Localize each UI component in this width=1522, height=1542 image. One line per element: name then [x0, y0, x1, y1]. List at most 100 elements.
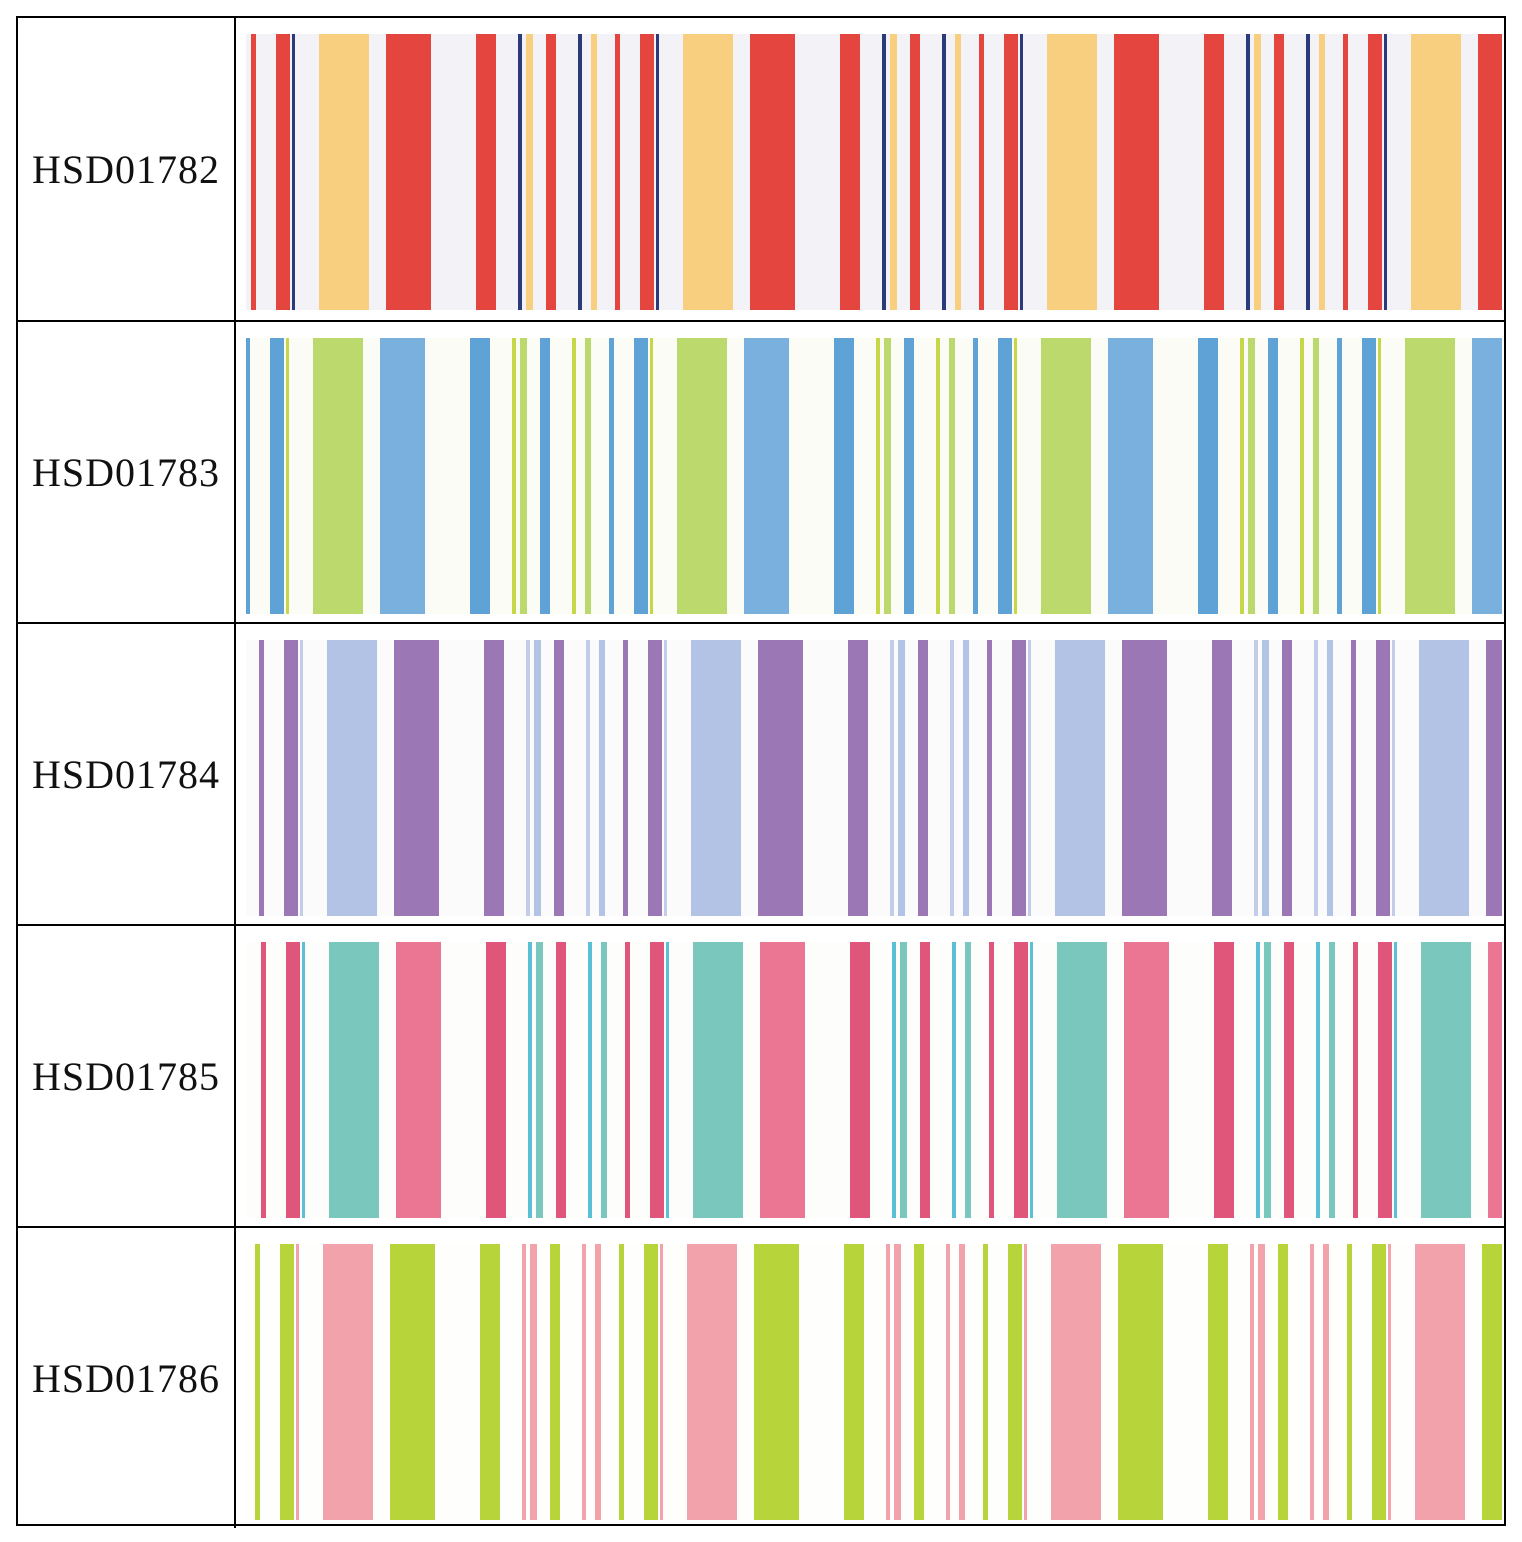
stripe: [313, 338, 363, 614]
stripe: [588, 942, 592, 1218]
stripe: [540, 338, 550, 614]
stripe: [983, 1244, 988, 1520]
stripe: [1411, 34, 1461, 310]
stripe: [1030, 942, 1033, 1218]
stripe: [302, 942, 305, 1218]
stripe: [691, 640, 741, 916]
stripe: [1047, 34, 1097, 310]
stripe: [1240, 338, 1244, 614]
stripe-swatch: [246, 34, 1502, 310]
stripe: [585, 338, 591, 614]
stripe: [1314, 640, 1318, 916]
stripe: [634, 338, 648, 614]
swatch-background: [246, 640, 1502, 916]
stripe-swatch: [246, 640, 1502, 916]
stripe: [882, 34, 886, 310]
stripe: [1310, 1244, 1314, 1520]
stripe: [554, 640, 564, 916]
stripe: [979, 34, 984, 310]
stripe: [319, 34, 369, 310]
stripe: [920, 942, 930, 1218]
swatch-background: [246, 338, 1502, 614]
product-code: HSD01785: [18, 926, 236, 1226]
stripe: [1262, 640, 1269, 916]
stripe: [1482, 1244, 1502, 1520]
stripe: [1419, 640, 1469, 916]
table-row: HSD01785: [18, 924, 1504, 1226]
stripe: [998, 338, 1012, 614]
stripe: [286, 942, 300, 1218]
stripe: [1014, 942, 1028, 1218]
stripe: [1323, 1244, 1329, 1520]
stripe: [918, 640, 928, 916]
stripe: [601, 942, 607, 1218]
stripe: [650, 338, 653, 614]
stripe: [284, 640, 298, 916]
stripe: [898, 640, 905, 916]
stripe: [625, 942, 630, 1218]
stripe: [693, 942, 743, 1218]
stripe: [946, 1244, 950, 1520]
stripe: [1384, 34, 1387, 310]
stripe: [1254, 640, 1258, 916]
stripe: [1114, 34, 1159, 310]
stripe: [1254, 34, 1261, 310]
stripe: [1378, 942, 1392, 1218]
stripe: [1108, 338, 1153, 614]
stripe: [666, 942, 669, 1218]
stripe: [1300, 338, 1304, 614]
stripe: [1051, 1244, 1101, 1520]
stripe: [556, 942, 566, 1218]
stripe: [286, 338, 289, 614]
stripe: [949, 338, 955, 614]
stripe: [1347, 1244, 1352, 1520]
stripe: [1012, 640, 1026, 916]
stripe: [1268, 338, 1278, 614]
stripe: [1405, 338, 1455, 614]
stripe: [754, 1244, 799, 1520]
stripe: [876, 338, 880, 614]
stripe: [850, 942, 870, 1218]
stripe: [1388, 1244, 1391, 1520]
stripe: [528, 942, 532, 1218]
stripe: [1327, 640, 1333, 916]
stripe: [1372, 1244, 1386, 1520]
stripe: [534, 640, 541, 916]
table-row: HSD01784: [18, 622, 1504, 924]
stripe: [1274, 34, 1284, 310]
stripe: [329, 942, 379, 1218]
product-code: HSD01783: [18, 322, 236, 622]
stripe: [1284, 942, 1294, 1218]
stripe: [844, 1244, 864, 1520]
stripe: [1124, 942, 1169, 1218]
stripe: [526, 34, 533, 310]
stripe: [914, 1244, 924, 1520]
stripe: [1282, 640, 1292, 916]
stripe: [1258, 1244, 1265, 1520]
stripe: [750, 34, 795, 310]
stripe: [664, 640, 667, 916]
stripe: [1278, 1244, 1288, 1520]
stripe: [1256, 942, 1260, 1218]
stripe: [955, 34, 961, 310]
stripe: [619, 1244, 624, 1520]
stripe: [292, 34, 295, 310]
stripe: [744, 338, 789, 614]
stripe: [251, 34, 256, 310]
stripe: [1478, 34, 1502, 310]
stripe: [1020, 34, 1023, 310]
stripe: [518, 34, 522, 310]
stripe: [526, 640, 530, 916]
stripe: [965, 942, 971, 1218]
stripe: [550, 1244, 560, 1520]
stripe: [959, 1244, 965, 1520]
stripe: [1246, 34, 1250, 310]
stripe: [1122, 640, 1167, 916]
stripe: [259, 640, 264, 916]
stripe: [276, 34, 290, 310]
stripe: [1394, 942, 1397, 1218]
stripe: [886, 1244, 890, 1520]
stripe: [599, 640, 605, 916]
stripe: [623, 640, 628, 916]
stripe: [261, 942, 266, 1218]
